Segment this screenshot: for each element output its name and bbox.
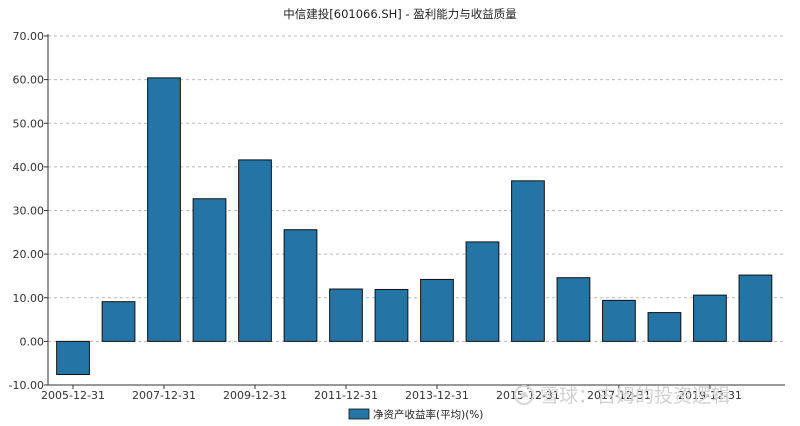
legend: 净资产收益率(平均)(%) <box>348 408 483 421</box>
x-tick-label: 2007-12-31 <box>132 389 196 402</box>
bar-2014-12-31 <box>465 241 500 342</box>
bars <box>56 77 773 376</box>
x-tick-label: 2017-12-31 <box>587 389 651 402</box>
y-tick-label: 70.00 <box>13 30 45 43</box>
bar-2020-12-31 <box>738 274 773 342</box>
y-tick-label: 10.00 <box>13 292 45 305</box>
bar-2016-12-31 <box>556 277 591 342</box>
x-tick-label: 2011-12-31 <box>314 389 378 402</box>
bar-2005-12-31 <box>56 340 90 376</box>
x-tick-label: 2009-12-31 <box>223 389 287 402</box>
chart-title: 中信建投[601066.SH] - 盈利能力与收益质量 <box>283 7 516 21</box>
bar-2007-12-31 <box>147 77 181 342</box>
y-tick-label: 0.00 <box>20 335 45 348</box>
bar-2017-12-31 <box>602 299 636 342</box>
y-tick-label: 30.00 <box>13 205 45 218</box>
bar-2018-12-31 <box>647 312 682 342</box>
x-tick-label: 2015-12-31 <box>496 389 560 402</box>
bar-2006-12-31 <box>101 301 136 342</box>
watermark-text: 雪球：古姆的投资逻辑 <box>540 385 730 407</box>
bar-2011-12-31 <box>329 288 363 342</box>
y-tick-label: 50.00 <box>13 117 45 130</box>
snowball-logo-dot <box>521 392 527 398</box>
bar-2019-12-31 <box>693 294 727 342</box>
legend-label: 净资产收益率(平均)(%) <box>373 408 483 421</box>
legend-swatch <box>348 408 370 420</box>
y-tick-label: 40.00 <box>13 161 45 174</box>
bar-2013-12-31 <box>420 278 454 342</box>
watermark: 雪球：古姆的投资逻辑 <box>514 385 730 407</box>
bar-2012-12-31 <box>374 288 409 342</box>
bar-2015-12-31 <box>511 180 545 342</box>
bar-2010-12-31 <box>283 229 318 342</box>
x-tick-label: 2013-12-31 <box>405 389 469 402</box>
y-tick-label: -10.00 <box>9 379 44 392</box>
x-tick-labels: 2005-12-31 2007-12-31 2009-12-31 2011-12-31… <box>41 385 742 402</box>
bar-2008-12-31 <box>192 198 227 342</box>
bar-2009-12-31 <box>238 159 272 342</box>
snowball-logo-icon <box>514 385 534 405</box>
x-tick-label: 2019-12-31 <box>678 389 742 402</box>
y-tick-label: 20.00 <box>13 248 45 261</box>
axes <box>47 34 785 386</box>
y-tick-labels: 70.00 60.00 50.00 40.00 30.00 20.00 10.00 0.00 -… <box>9 30 44 392</box>
x-tick-label: 2005-12-31 <box>41 389 105 402</box>
y-tick-label: 60.00 <box>13 74 45 87</box>
